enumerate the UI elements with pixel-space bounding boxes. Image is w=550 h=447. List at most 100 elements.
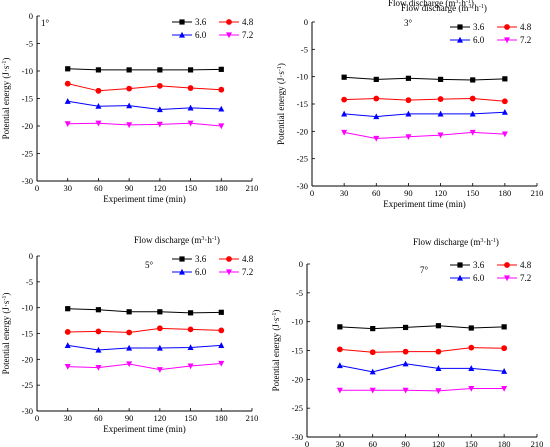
data-point <box>437 132 444 139</box>
x-tick-label: 180 <box>498 439 511 447</box>
data-point <box>468 325 474 331</box>
data-point <box>369 368 376 375</box>
x-tick-label: 180 <box>215 183 228 193</box>
data-point <box>341 110 348 117</box>
data-point <box>402 324 409 331</box>
series-line <box>339 363 505 373</box>
y-tick-label: -30 <box>297 181 308 191</box>
series-line <box>67 83 222 92</box>
data-point <box>95 103 102 109</box>
y-tick-label: 0 <box>304 17 308 27</box>
data-point <box>95 307 102 313</box>
legend-marker <box>457 262 463 268</box>
data-point <box>126 309 132 315</box>
y-tick-label: -30 <box>292 432 303 442</box>
legend-marker <box>504 24 510 30</box>
legend-marker <box>226 32 232 39</box>
legend-marker <box>504 37 510 44</box>
data-point <box>501 109 508 115</box>
y-tick-label: -15 <box>22 329 33 339</box>
data-point <box>187 85 194 91</box>
x-tick-label: 120 <box>434 188 447 198</box>
legend-label: 4.8 <box>520 22 532 32</box>
x-tick-label: 210 <box>246 413 259 423</box>
data-point <box>187 120 194 127</box>
legend-label: 3.6 <box>195 17 207 27</box>
data-point <box>218 105 225 112</box>
y-tick-label: -10 <box>297 72 308 82</box>
legend-marker <box>226 19 232 25</box>
data-point <box>218 309 224 315</box>
panel-label: 5° <box>145 260 154 270</box>
y-tick-label: -5 <box>26 277 33 287</box>
data-point <box>218 342 225 348</box>
data-point <box>126 85 133 92</box>
data-point <box>437 96 444 102</box>
series-line <box>339 388 505 392</box>
data-point <box>157 67 163 73</box>
data-point <box>218 86 225 93</box>
legend-title: Flow discharge (m3·h-1) <box>388 0 474 8</box>
data-point <box>437 76 444 82</box>
legend-label: 6.0 <box>195 30 207 40</box>
data-point <box>501 345 508 352</box>
legend-label: 3.6 <box>473 22 485 32</box>
series-line <box>67 327 222 333</box>
x-tick-label: 120 <box>432 439 445 447</box>
data-point <box>156 367 163 373</box>
x-tick-label: 90 <box>401 439 410 447</box>
series-line <box>67 362 222 371</box>
data-point <box>373 76 379 82</box>
chart-panel-4: 0-5-10-15-20-25-300306090120150180210Exp… <box>271 237 543 447</box>
data-point <box>369 349 376 356</box>
data-point <box>435 365 442 371</box>
data-point <box>373 113 380 120</box>
y-tick-label: -15 <box>292 346 303 356</box>
chart-panel-2: 0-5-10-15-20-25-300 30 60 90 120 150 180 210Exp… <box>276 3 543 209</box>
legend-marker <box>179 256 185 262</box>
data-point <box>437 110 444 117</box>
data-point <box>64 342 71 348</box>
data-point <box>187 326 194 333</box>
data-point <box>65 306 71 312</box>
y-tick-label: -5 <box>296 288 303 298</box>
y-tick-label: -20 <box>297 126 308 136</box>
legend-label: 4.8 <box>242 17 254 27</box>
data-point <box>95 87 102 94</box>
y-tick-label: -10 <box>292 317 303 327</box>
series-line <box>344 131 505 139</box>
panel-label: 3° <box>404 18 413 28</box>
x-axis-title: Experiment time (min) <box>383 199 465 209</box>
legend-marker <box>457 36 463 43</box>
series-line <box>339 347 505 353</box>
x-tick-label: 30 <box>63 183 72 193</box>
data-point <box>469 95 476 102</box>
legend-label: 6.0 <box>473 35 485 45</box>
y-tick-label: -20 <box>292 374 303 384</box>
series-line <box>339 325 505 330</box>
data-point <box>402 387 409 394</box>
x-tick-label: 150 <box>184 183 197 193</box>
legend-label: 7.2 <box>520 35 531 45</box>
data-point <box>501 98 508 105</box>
data-point <box>501 368 508 374</box>
x-tick-label: 0 <box>310 188 314 198</box>
data-point <box>501 324 507 330</box>
data-point <box>405 110 412 117</box>
x-tick-label: 180 <box>498 188 511 198</box>
x-tick-label: 180 <box>215 413 228 423</box>
data-point <box>336 346 343 353</box>
y-tick-label: -25 <box>297 154 308 164</box>
x-tick-label: 150 <box>466 188 479 198</box>
data-point <box>95 328 102 335</box>
y-axis-title: Potential energy (J·s-1) <box>271 310 281 392</box>
series-line <box>67 100 222 111</box>
data-point <box>156 82 163 89</box>
data-point <box>187 310 194 316</box>
y-tick-label: -10 <box>22 66 33 76</box>
data-point <box>64 329 71 335</box>
x-tick-label: 30 <box>336 439 345 447</box>
legend-label: 7.2 <box>242 267 253 277</box>
x-tick-label: 150 <box>184 413 197 423</box>
data-point <box>369 387 376 394</box>
